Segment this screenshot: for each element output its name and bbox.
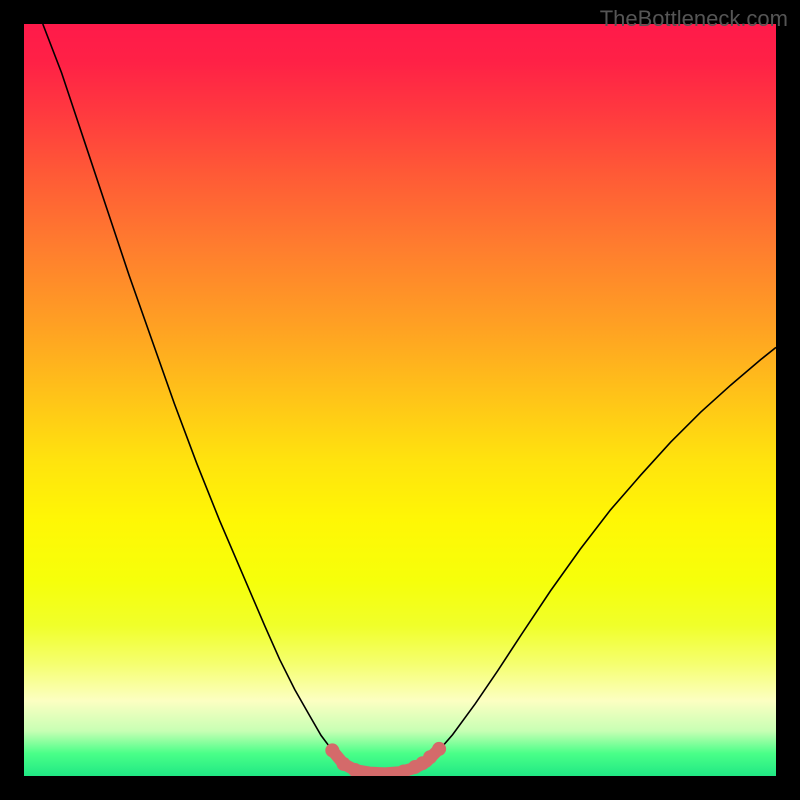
bottleneck-chart bbox=[0, 0, 800, 800]
highlight-dot bbox=[432, 742, 446, 756]
highlight-dot bbox=[348, 763, 362, 777]
watermark-text: TheBottleneck.com bbox=[600, 6, 788, 32]
chart-container: TheBottleneck.com bbox=[0, 0, 800, 800]
plot-background bbox=[24, 24, 776, 776]
highlight-dot bbox=[325, 743, 339, 757]
